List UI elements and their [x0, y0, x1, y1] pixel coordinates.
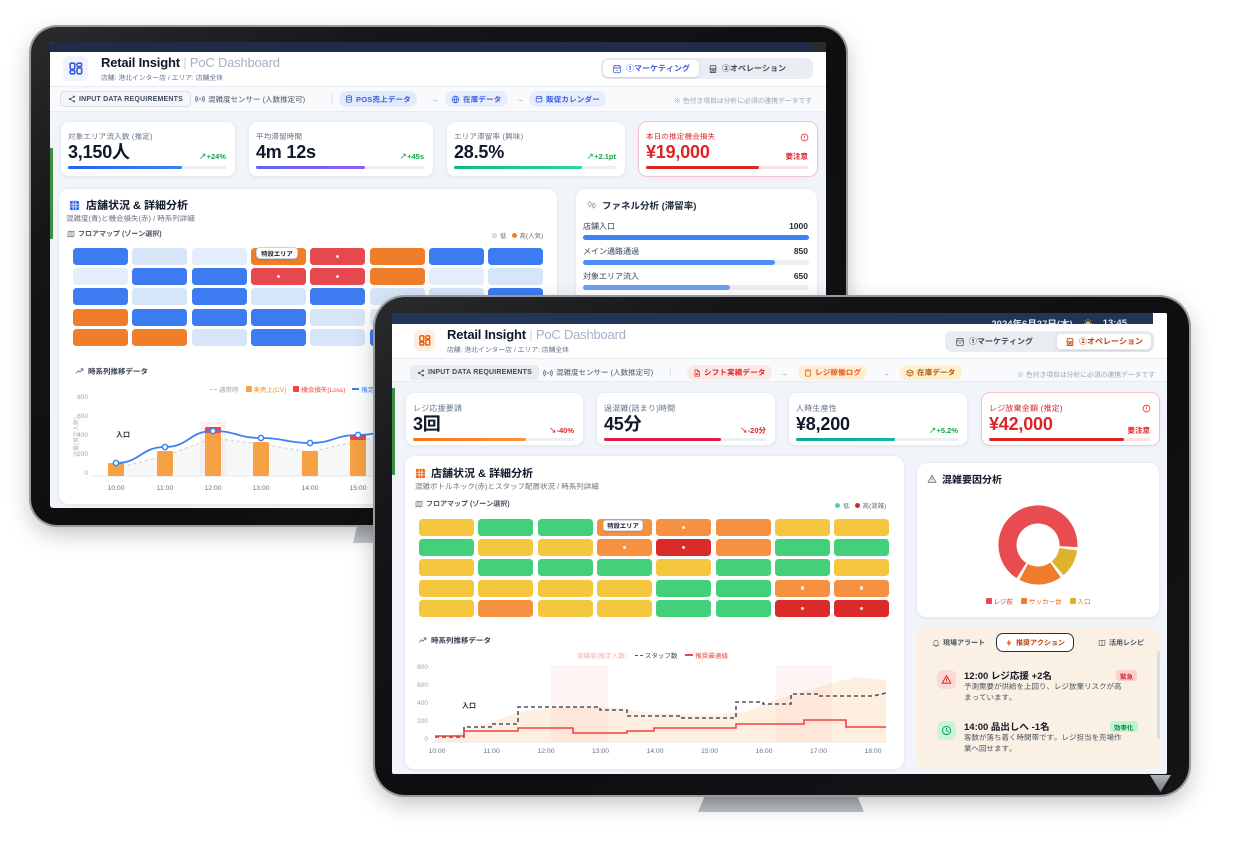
svg-text:800: 800 [417, 664, 428, 671]
svg-text:16:00: 16:00 [755, 748, 772, 755]
svg-text:12:00: 12:00 [537, 748, 554, 755]
svg-text:14:00: 14:00 [301, 485, 318, 492]
svg-text:15:00: 15:00 [349, 485, 366, 492]
svg-text:400: 400 [77, 432, 88, 439]
svg-text:14:00: 14:00 [646, 748, 663, 755]
svg-text:11:00: 11:00 [157, 485, 174, 492]
svg-text:13:00: 13:00 [252, 485, 269, 492]
svg-text:400: 400 [417, 700, 428, 707]
svg-text:18:00: 18:00 [864, 748, 881, 755]
svg-text:17:00: 17:00 [810, 748, 827, 755]
svg-text:600: 600 [417, 682, 428, 689]
svg-text:600: 600 [77, 413, 88, 420]
svg-text:10:00: 10:00 [428, 748, 445, 755]
svg-text:200: 200 [417, 718, 428, 725]
svg-text:10:00: 10:00 [107, 485, 124, 492]
svg-text:0: 0 [84, 470, 88, 477]
svg-text:13:00: 13:00 [592, 748, 609, 755]
svg-text:0: 0 [424, 736, 428, 743]
svg-text:流量(推定人数): 流量(推定人数) [72, 417, 80, 457]
svg-text:12:00: 12:00 [204, 485, 221, 492]
svg-text:200: 200 [77, 451, 88, 458]
svg-text:11:00: 11:00 [483, 748, 500, 755]
svg-text:15:00: 15:00 [701, 748, 718, 755]
svg-text:800: 800 [77, 394, 88, 401]
